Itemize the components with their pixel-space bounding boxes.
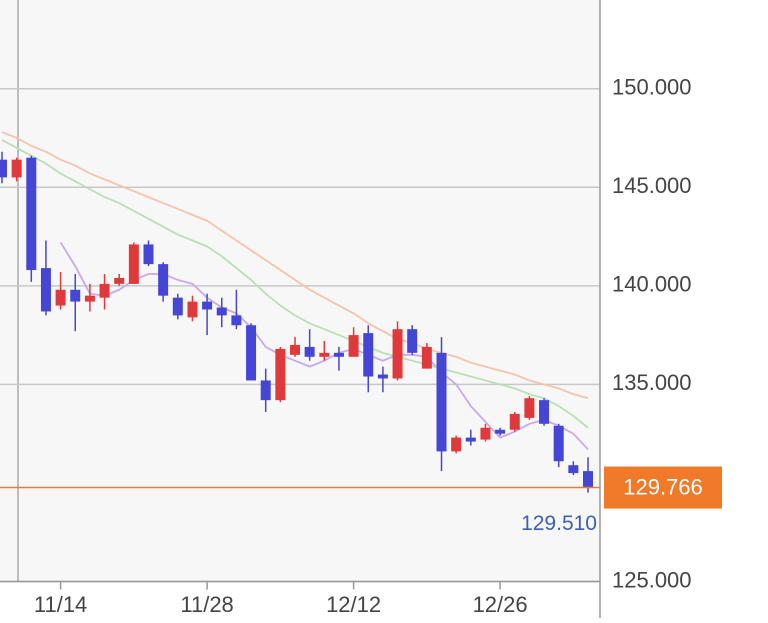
candle-body: [377, 374, 388, 379]
candle-body: [451, 437, 462, 452]
candle-body: [275, 348, 286, 401]
candle-body: [553, 425, 564, 462]
candle-body: [363, 333, 374, 377]
candle-body: [11, 159, 22, 178]
candle-body: [84, 295, 95, 302]
x-tick-label: 12/26: [473, 592, 528, 617]
y-tick-label: 125.000: [612, 567, 692, 592]
low-price-label: 129.510: [521, 512, 597, 535]
candle-body: [231, 315, 242, 326]
y-tick-label: 135.000: [612, 370, 692, 395]
candle-body: [260, 380, 271, 401]
candle-body: [26, 157, 37, 271]
candle-body: [436, 352, 447, 452]
candle-body: [407, 329, 418, 353]
candle-body: [568, 465, 579, 474]
candle-body: [465, 437, 476, 442]
candle-body: [158, 264, 169, 296]
candle-body: [495, 429, 506, 434]
current-price-label: 129.766: [623, 474, 703, 499]
candle-body: [509, 413, 520, 430]
candle-body: [421, 346, 432, 369]
candle-body: [202, 301, 213, 310]
candle-body: [99, 283, 110, 298]
candle-body: [40, 268, 51, 312]
candle-body: [128, 244, 139, 284]
candle-body: [216, 307, 227, 316]
candle-body: [172, 297, 183, 316]
candle-body: [319, 352, 330, 357]
candle-body: [583, 471, 593, 488]
candle-body: [114, 277, 125, 284]
y-tick-label: 145.000: [612, 173, 692, 198]
y-tick-label: 150.000: [612, 75, 692, 100]
x-tick-label: 11/28: [180, 592, 233, 617]
candle-body: [392, 329, 403, 379]
candle-body: [348, 335, 359, 357]
candle-body: [539, 400, 550, 424]
candle-body: [290, 344, 300, 355]
candle-body: [480, 427, 491, 440]
moving-average-line: [1, 131, 589, 400]
candle-body: [333, 352, 344, 357]
x-tick-label: 11/14: [34, 592, 87, 617]
candle-body: [70, 289, 81, 302]
candle-body: [55, 289, 66, 306]
candle-body: [143, 244, 154, 265]
y-tick-label: 140.000: [612, 272, 692, 297]
candle-body: [524, 398, 535, 418]
candle-body: [246, 325, 257, 381]
candle-body: [0, 159, 7, 178]
candle-body: [187, 301, 198, 318]
x-tick-label: 12/12: [326, 592, 381, 617]
current-price-box: [604, 466, 722, 509]
moving-average-line: [1, 139, 589, 429]
candle-body: [304, 346, 315, 357]
